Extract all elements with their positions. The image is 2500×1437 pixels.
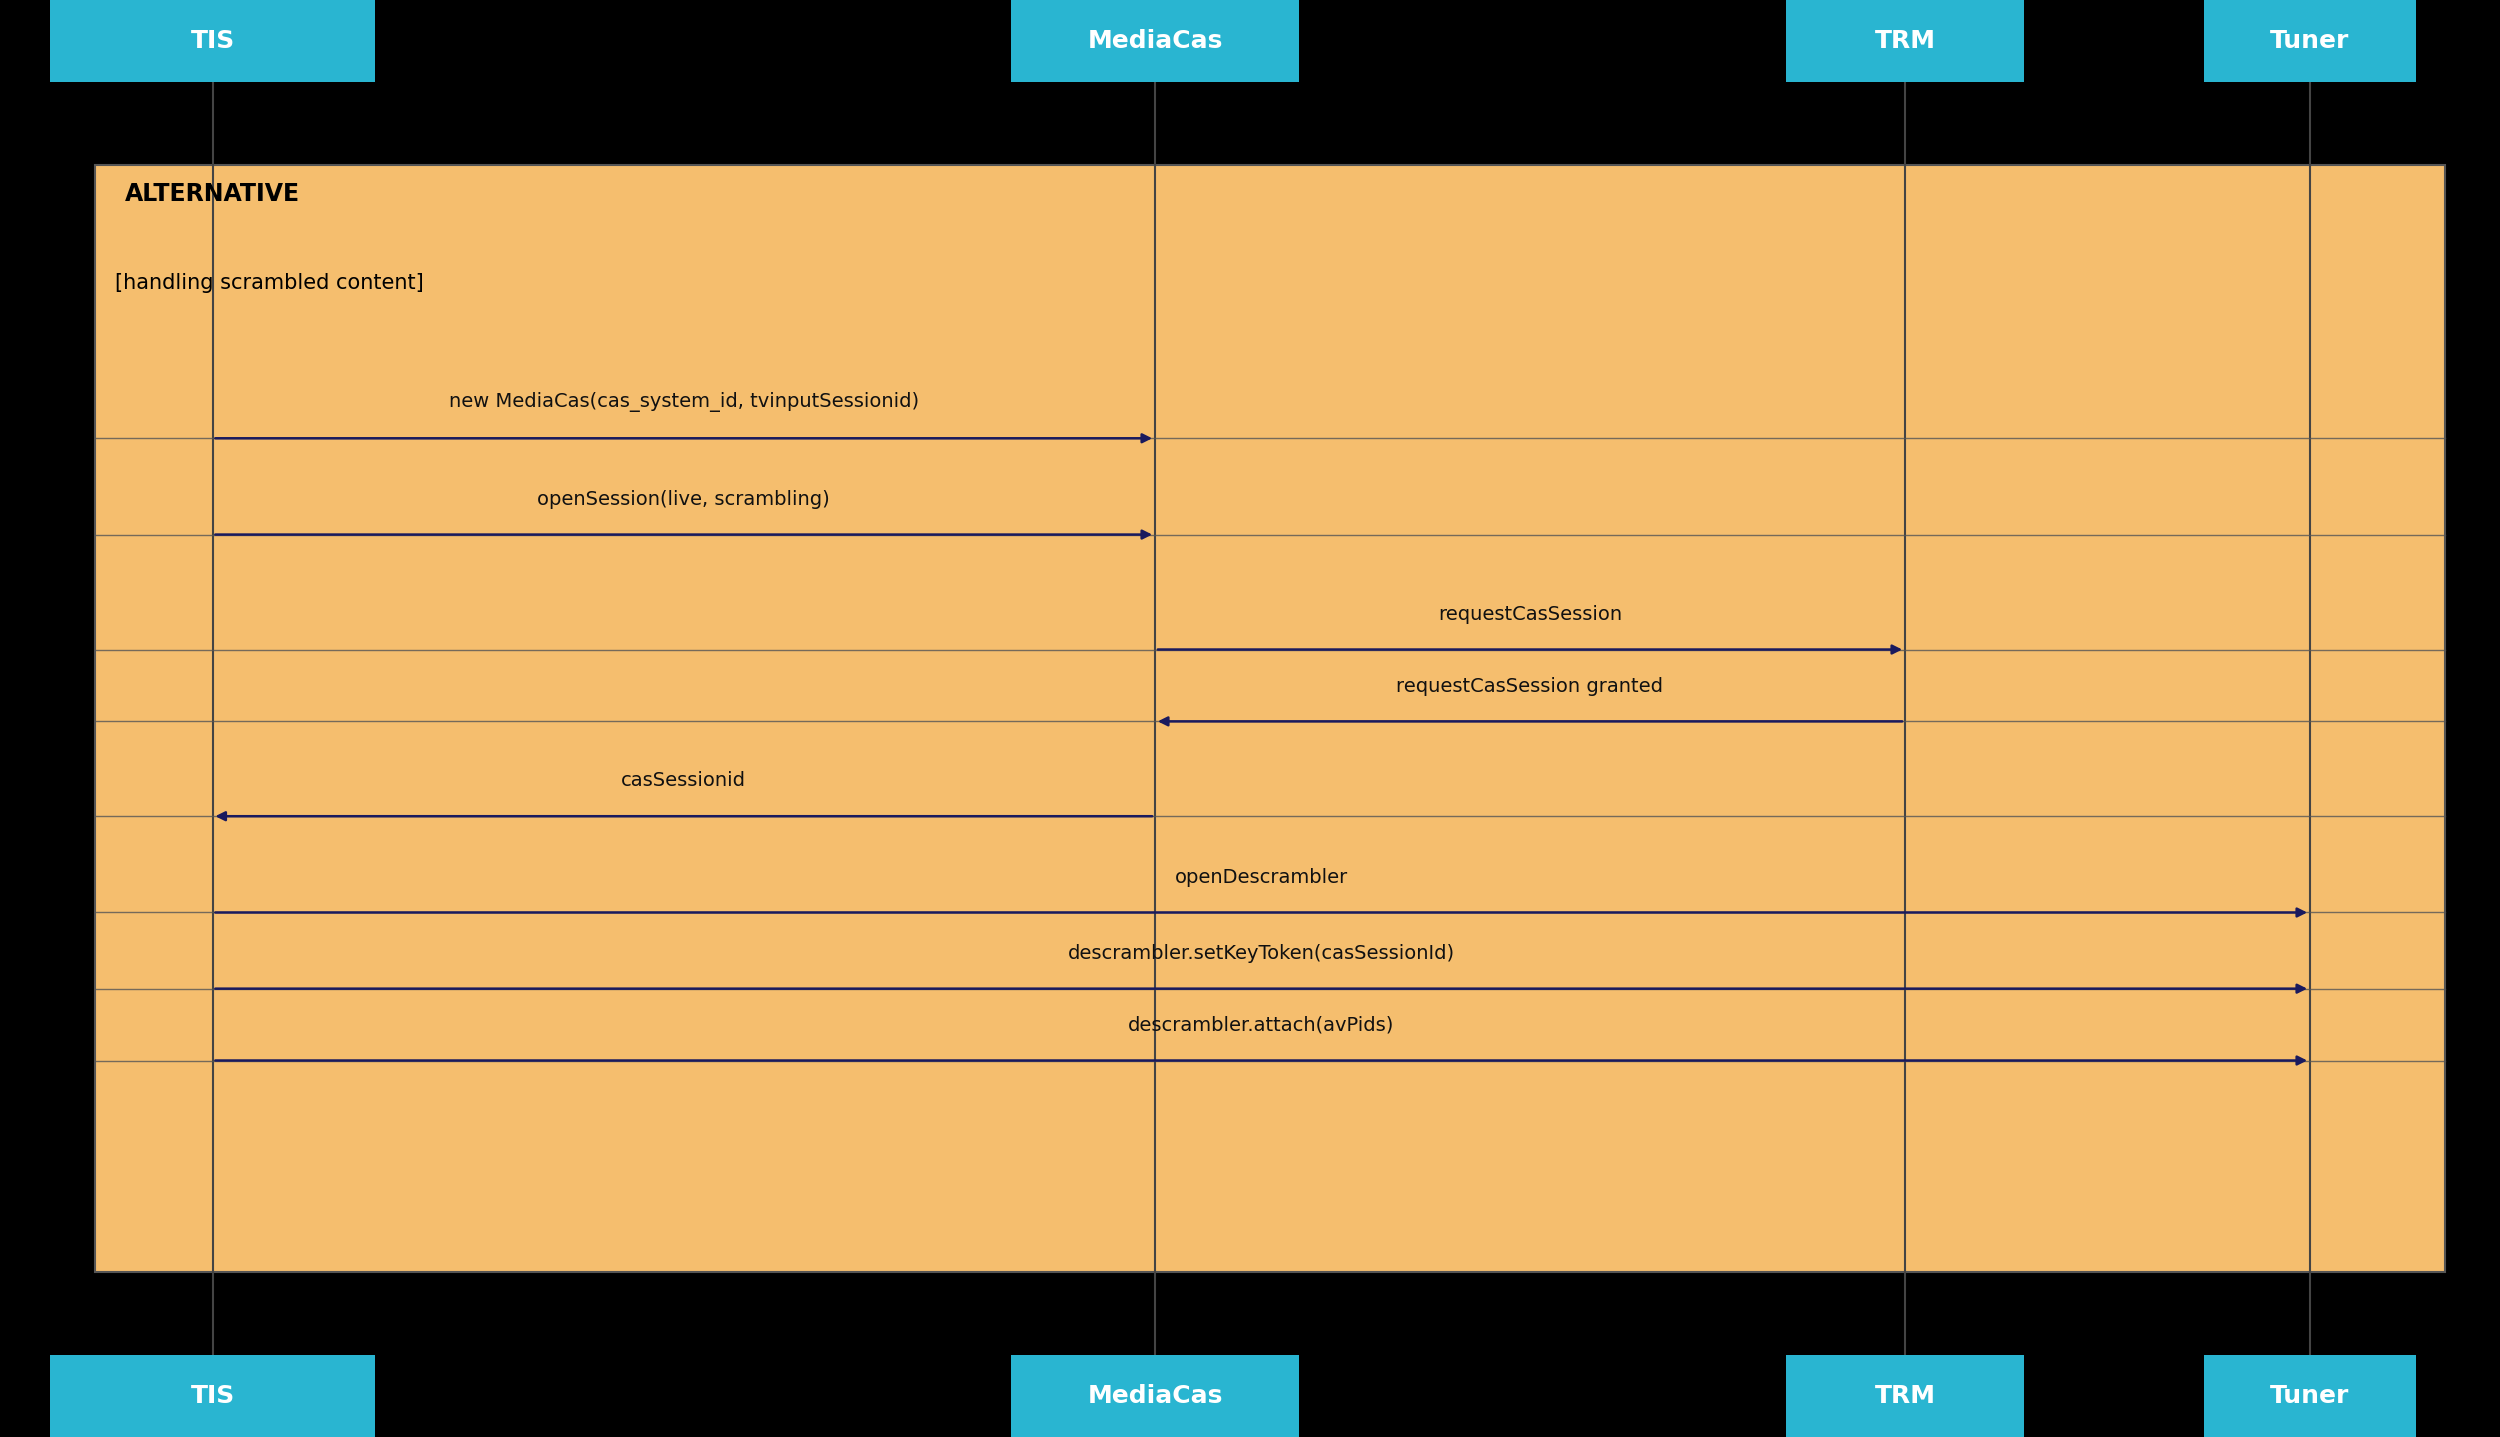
- FancyBboxPatch shape: [50, 0, 375, 82]
- Text: Tuner: Tuner: [2270, 29, 2350, 53]
- Text: Tuner: Tuner: [2270, 1384, 2350, 1408]
- FancyBboxPatch shape: [95, 165, 2445, 1272]
- Text: TRM: TRM: [1875, 29, 1935, 53]
- Text: TIS: TIS: [190, 29, 235, 53]
- Text: TRM: TRM: [1875, 1384, 1935, 1408]
- Text: openDescrambler: openDescrambler: [1175, 868, 1348, 887]
- Text: openSession(live, scrambling): openSession(live, scrambling): [538, 490, 830, 509]
- Text: TIS: TIS: [190, 1384, 235, 1408]
- FancyBboxPatch shape: [1013, 1355, 1300, 1437]
- FancyBboxPatch shape: [2205, 0, 2415, 82]
- Text: new MediaCas(cas_system_id, tvinputSessionid): new MediaCas(cas_system_id, tvinputSessi…: [448, 392, 920, 412]
- Text: casSessionid: casSessionid: [620, 772, 745, 790]
- Text: descrambler.setKeyToken(casSessionId): descrambler.setKeyToken(casSessionId): [1068, 944, 1455, 963]
- FancyBboxPatch shape: [2205, 1355, 2415, 1437]
- Text: ALTERNATIVE: ALTERNATIVE: [125, 182, 300, 207]
- Text: MediaCas: MediaCas: [1088, 29, 1222, 53]
- Text: [handling scrambled content]: [handling scrambled content]: [115, 273, 425, 293]
- Text: requestCasSession granted: requestCasSession granted: [1398, 677, 1663, 696]
- FancyBboxPatch shape: [1785, 0, 2025, 82]
- Text: MediaCas: MediaCas: [1088, 1384, 1222, 1408]
- Text: requestCasSession: requestCasSession: [1438, 605, 1623, 624]
- FancyBboxPatch shape: [1785, 1355, 2025, 1437]
- FancyBboxPatch shape: [1013, 0, 1300, 82]
- FancyBboxPatch shape: [50, 1355, 375, 1437]
- Text: descrambler.attach(avPids): descrambler.attach(avPids): [1128, 1016, 1395, 1035]
